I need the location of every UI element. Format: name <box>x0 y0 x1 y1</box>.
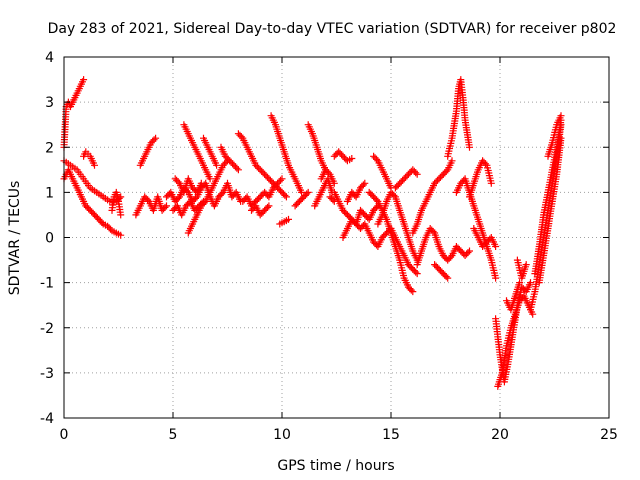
data-point <box>442 273 450 281</box>
data-point <box>527 279 534 287</box>
data-point <box>233 164 241 172</box>
data-point <box>557 134 565 142</box>
y-tick-labels: -4 -3 -2 -1 0 1 2 3 4 <box>40 50 54 427</box>
data-point <box>529 310 537 318</box>
data-point <box>163 202 170 210</box>
data-point <box>237 133 245 141</box>
data-point <box>516 279 524 287</box>
data-point <box>200 199 208 207</box>
data-point <box>174 178 182 186</box>
data-point <box>348 155 356 162</box>
data-point <box>161 203 169 211</box>
data-point <box>206 175 214 183</box>
x-tick-label: 15 <box>382 427 400 443</box>
data-point <box>492 274 500 282</box>
data-point <box>373 196 380 204</box>
y-axis-label: SDTVAR / TECUs <box>7 181 23 296</box>
data-point <box>192 194 199 202</box>
data-point <box>98 219 106 226</box>
data-point <box>447 253 455 261</box>
y-tick-label: -1 <box>40 276 54 292</box>
data-point <box>80 76 88 84</box>
data-point <box>373 155 380 163</box>
x-tick-labels: 0 5 10 15 20 25 <box>60 427 618 443</box>
data-point <box>342 209 350 217</box>
data-point <box>174 194 182 202</box>
data-point <box>277 176 284 184</box>
data-point <box>373 203 380 211</box>
data-point <box>413 170 421 178</box>
y-tick-label: 1 <box>45 185 54 201</box>
data-point <box>325 169 332 177</box>
data-points <box>60 76 565 390</box>
data-point <box>303 190 311 198</box>
data-point <box>285 215 292 223</box>
data-point <box>412 169 420 177</box>
data-point <box>298 188 306 196</box>
data-point <box>150 136 158 144</box>
y-tick-label: -4 <box>40 411 54 427</box>
x-tick-label: 20 <box>491 427 509 443</box>
x-axis-label: GPS time / hours <box>277 458 394 474</box>
data-point <box>255 194 263 202</box>
data-point <box>390 191 398 199</box>
data-point <box>522 261 530 269</box>
y-tick-label: 3 <box>45 95 54 111</box>
data-point <box>144 196 152 204</box>
data-point <box>197 179 205 187</box>
x-tick-label: 0 <box>60 427 69 443</box>
data-point <box>442 167 450 175</box>
y-tick-label: 0 <box>45 231 54 247</box>
data-point <box>487 179 495 187</box>
data-point <box>466 143 473 151</box>
data-point <box>234 166 242 174</box>
data-point <box>466 247 473 255</box>
data-point <box>407 264 415 272</box>
data-point <box>265 202 273 210</box>
y-tick-label: -2 <box>40 321 54 337</box>
grid-lines <box>64 57 609 418</box>
data-point <box>412 268 420 276</box>
data-point <box>557 112 565 120</box>
data-point <box>492 243 500 250</box>
y-tick-label: 2 <box>45 140 54 156</box>
x-tick-label: 10 <box>273 427 291 443</box>
data-point <box>152 134 160 142</box>
data-point <box>278 175 286 183</box>
data-point <box>407 286 415 294</box>
data-point <box>117 211 125 219</box>
data-point <box>298 194 306 202</box>
data-point <box>464 249 472 256</box>
axis-ticks <box>63 56 610 419</box>
data-point <box>277 187 284 195</box>
data-point <box>218 190 226 198</box>
data-point <box>213 161 221 169</box>
data-point <box>91 161 98 169</box>
x-tick-label: 25 <box>600 427 618 443</box>
x-tick-label: 5 <box>169 427 178 443</box>
data-point <box>444 274 452 282</box>
data-point <box>429 228 437 235</box>
y-tick-label: -3 <box>40 366 54 382</box>
data-point <box>304 188 312 196</box>
data-point <box>409 288 417 296</box>
data-point <box>117 231 125 239</box>
chart-title: Day 283 of 2021, Sidereal Day-to-day VTE… <box>48 21 617 37</box>
y-tick-label: 4 <box>45 50 54 66</box>
data-point <box>361 179 369 187</box>
data-point <box>482 160 489 168</box>
data-point <box>264 203 271 211</box>
data-point <box>329 196 337 204</box>
data-point <box>107 225 114 233</box>
data-point <box>359 181 367 189</box>
data-point <box>448 157 456 165</box>
data-point <box>413 270 421 278</box>
data-point <box>282 193 290 201</box>
data-point <box>330 179 338 187</box>
data-point <box>255 164 263 172</box>
data-point <box>281 191 289 199</box>
